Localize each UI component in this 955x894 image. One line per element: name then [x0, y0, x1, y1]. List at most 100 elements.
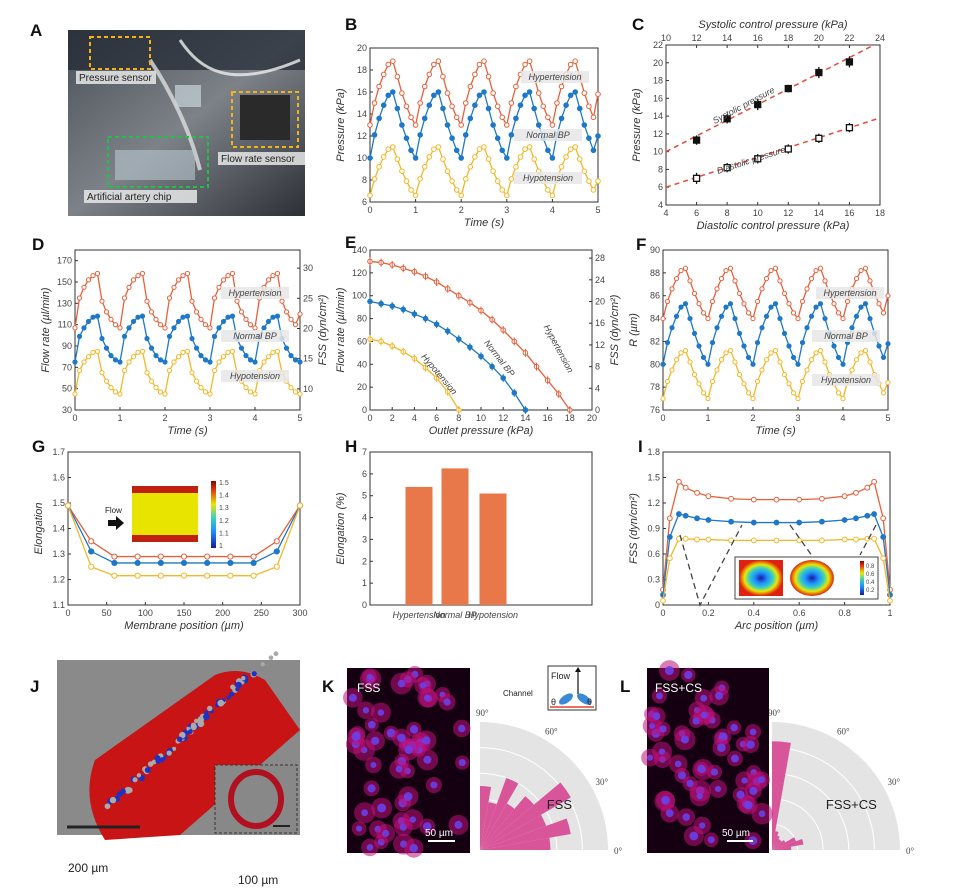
data-point: [121, 295, 128, 301]
data-point: [157, 572, 164, 579]
data-point: [103, 309, 110, 315]
data-point: [292, 357, 299, 363]
data-point: [750, 315, 756, 322]
y-tick-label: 14: [653, 111, 663, 121]
data-point: [180, 559, 188, 567]
data-point: [508, 176, 515, 182]
cell-nucleus: [749, 728, 757, 736]
data-point: [845, 124, 854, 132]
data-point: [135, 273, 141, 279]
y-tick-label: 80: [650, 359, 660, 369]
data-point: [768, 350, 774, 356]
y-axis-label: Elongation (%): [335, 492, 347, 564]
colorbar-tick: 1: [219, 543, 223, 550]
data-point: [270, 349, 276, 355]
colorbar-tick: 0.2: [866, 588, 875, 594]
y-tick-label: 100: [352, 291, 367, 301]
vessel-cell: [132, 777, 138, 783]
inset-rect-heatmap: [739, 560, 783, 596]
data-point: [714, 286, 720, 292]
vessel-cell: [217, 699, 225, 707]
y2-tick-label: 24: [595, 275, 605, 285]
data-point: [567, 92, 574, 99]
data-point: [772, 347, 779, 354]
y-tick-label: 1.2: [52, 575, 65, 585]
data-point: [440, 105, 446, 112]
data-point: [813, 304, 819, 310]
panel-label-j: J: [30, 677, 39, 696]
x-tick-label: 2: [750, 413, 755, 423]
x-tick-label: 3: [795, 413, 800, 423]
data-point: [517, 154, 524, 160]
cell-nucleus: [717, 743, 726, 752]
x-tick-label: 8: [456, 413, 461, 423]
data-point: [822, 278, 828, 284]
cell-nucleus: [677, 771, 687, 780]
category-label: Normal BP: [433, 610, 477, 620]
data-point: [732, 278, 738, 284]
data-point: [426, 71, 433, 78]
data-point: [367, 155, 373, 161]
data-point: [449, 103, 455, 110]
y-tick-label: 1.1: [52, 600, 65, 610]
data-point: [296, 502, 304, 509]
series-line-0: [369, 260, 571, 411]
data-point: [692, 174, 701, 182]
data-point: [494, 135, 501, 141]
scale-bar-label: 200 µm: [68, 861, 108, 875]
vessel-cell: [226, 695, 231, 700]
data-point: [90, 349, 96, 355]
data-point: [399, 122, 405, 128]
data-point: [841, 536, 848, 543]
flow-label: Flow: [551, 671, 571, 681]
fss-scale-label: 50 µm: [425, 828, 453, 839]
data-point: [784, 145, 792, 153]
data-point: [485, 73, 492, 80]
angle-tick-label: 60°: [545, 726, 558, 736]
data-point: [494, 103, 501, 110]
x-tick-label: 14: [814, 208, 824, 218]
cell-nucleus: [700, 711, 708, 719]
data-point: [864, 535, 871, 542]
data-point: [467, 115, 474, 122]
data-point: [718, 275, 725, 282]
x-tick-label: 0.2: [702, 608, 715, 618]
data-point: [773, 519, 780, 526]
x2-tick-label: 14: [722, 33, 732, 43]
data-point: [819, 518, 825, 525]
cell-nucleus: [423, 694, 431, 701]
vessel-cell: [229, 691, 235, 697]
y-tick-label: 120: [352, 268, 367, 278]
data-point: [380, 71, 387, 78]
data-point: [472, 154, 478, 160]
data-point: [558, 83, 565, 90]
data-point: [590, 147, 597, 154]
cell-nucleus: [707, 836, 715, 844]
y-tick-label: 1.5: [52, 498, 65, 508]
data-point: [880, 354, 887, 361]
data-point: [581, 122, 588, 128]
cell-nucleus: [758, 810, 766, 818]
data-point: [403, 178, 410, 184]
y-tick-label: 7: [362, 447, 367, 457]
data-point: [808, 357, 815, 363]
y2-tick-label: 20: [303, 323, 313, 333]
data-point: [687, 315, 693, 322]
cell-nucleus: [659, 725, 667, 733]
data-point: [81, 359, 87, 365]
chart-g: 0 50 100 150 200 250 300 1.1 1.2 1.3 1.4 1.5 1.6 1.7 M…: [33, 447, 308, 632]
cell-nucleus: [458, 724, 466, 733]
vessel-cell: [268, 655, 274, 661]
vessel-cell: [204, 710, 209, 715]
series-label: Hypotension: [230, 371, 280, 381]
y-tick-label: 14: [357, 109, 367, 119]
y-tick-label: 150: [57, 277, 72, 287]
data-point: [117, 391, 123, 397]
data-point: [728, 495, 734, 502]
data-point: [390, 58, 396, 65]
data-point: [504, 155, 510, 161]
data-point: [417, 100, 423, 106]
y-tick-label: 1.8: [647, 447, 660, 457]
